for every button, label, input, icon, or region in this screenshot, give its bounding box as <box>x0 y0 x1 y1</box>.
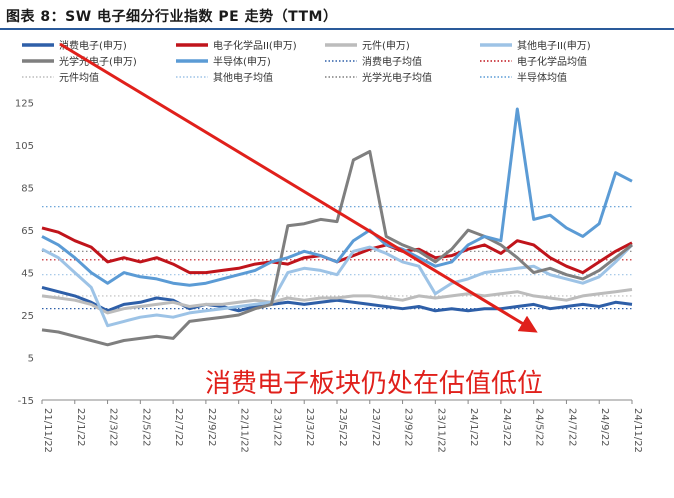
y-tick-label: 65 <box>21 226 34 237</box>
x-tick-label: 22/9/22 <box>206 408 217 447</box>
legend-label: 光学光电子均值 <box>362 71 432 84</box>
x-tick-label: 22/5/22 <box>140 408 151 447</box>
x-tick-label: 23/7/22 <box>370 408 381 447</box>
y-tick-label: -15 <box>18 396 34 407</box>
series-line <box>41 243 634 328</box>
title-rule <box>0 28 674 30</box>
legend-label: 电子化学品均值 <box>517 55 587 68</box>
x-tick-label: 23/1/22 <box>271 408 282 447</box>
legend-label: 其他电子均值 <box>213 71 273 84</box>
legend-label: 消费电子均值 <box>362 55 422 68</box>
x-tick-label: 23/5/22 <box>337 408 348 447</box>
series-lines <box>41 107 634 347</box>
series-line <box>41 288 633 315</box>
legend-label: 半导体(申万) <box>213 55 271 68</box>
chart-title: 图表 8：SW 电子细分行业指数 PE 走势（TTM） <box>6 9 338 25</box>
series-line <box>41 150 633 347</box>
x-tick-label: 24/5/22 <box>534 408 545 447</box>
x-tick-label: 23/3/22 <box>304 408 315 447</box>
annotation-layer: 消费电子板块仍处在估值低位 <box>59 42 543 399</box>
y-tick-label: 125 <box>15 99 34 110</box>
axes: 125 105 85 65 45 25 5 -15 21/11/22 22/1/22 22/3/22… <box>15 99 643 453</box>
x-tick-label: 24/7/22 <box>566 408 577 447</box>
y-tick-label: 25 <box>21 311 34 322</box>
x-tick-label: 22/7/22 <box>173 408 184 447</box>
x-tick-label: 22/1/22 <box>75 408 86 447</box>
annotation-text: 消费电子板块仍处在估值低位 <box>205 369 543 399</box>
legend: 消费电子(申万) 电子化学品II(申万) 元件(申万) 其他电子II(申万) 光学光电子… <box>22 39 591 84</box>
x-tick-label: 24/11/22 <box>632 408 643 453</box>
x-tick-label: 24/9/22 <box>599 408 610 447</box>
legend-label: 消费电子(申万) <box>59 39 127 52</box>
series-line <box>41 107 633 287</box>
x-tick-label: 24/1/22 <box>468 408 479 447</box>
x-tick-label: 22/11/22 <box>239 408 250 453</box>
x-tick-label: 21/11/22 <box>42 408 53 453</box>
legend-label: 其他电子II(申万) <box>517 39 591 52</box>
y-tick-label: 85 <box>21 184 34 195</box>
y-tick-label: 105 <box>15 141 34 152</box>
y-tick-label: 5 <box>28 354 34 365</box>
legend-label: 光学光电子(申万) <box>59 55 137 68</box>
series-line <box>41 226 633 275</box>
legend-label: 元件均值 <box>59 71 99 84</box>
x-tick-label: 23/11/22 <box>435 408 446 453</box>
x-tick-label: 23/9/22 <box>403 408 414 447</box>
legend-label: 元件(申万) <box>362 39 410 52</box>
legend-label: 电子化学品II(申万) <box>213 39 297 52</box>
x-tick-label: 24/3/22 <box>501 408 512 447</box>
legend-label: 半导体均值 <box>517 71 567 84</box>
x-tick-label: 22/3/22 <box>108 408 119 447</box>
annotation-arrow <box>59 42 538 333</box>
y-tick-label: 45 <box>21 269 34 280</box>
series-line <box>41 285 633 313</box>
